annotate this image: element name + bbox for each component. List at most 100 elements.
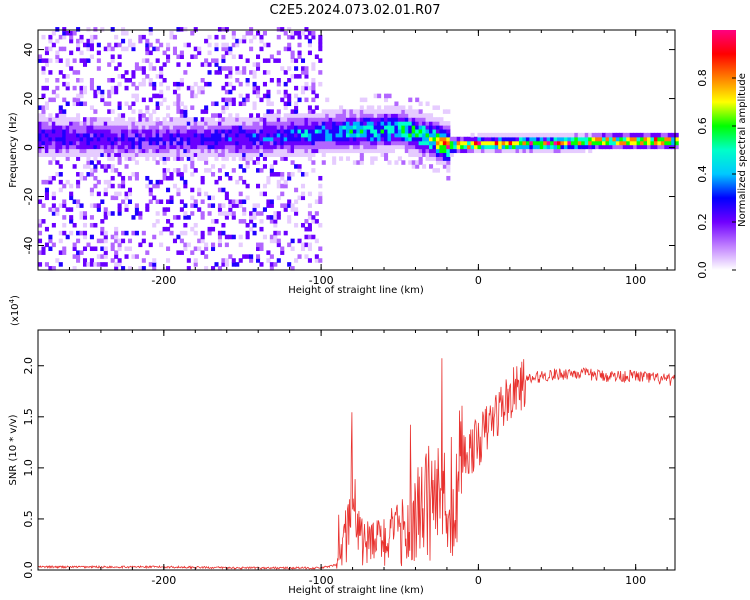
spectrogram-cell — [467, 144, 472, 150]
spectrogram-cell — [103, 164, 108, 169]
spectrogram-cell — [200, 140, 205, 146]
spectrogram-cell — [280, 152, 285, 157]
spectrogram-cell — [204, 148, 209, 154]
spectrogram-cell — [626, 132, 631, 138]
spectrogram-cell — [294, 152, 299, 157]
spectrogram-cell — [166, 136, 171, 142]
spectrogram-cell — [107, 46, 112, 52]
spectrogram-cell — [411, 136, 416, 142]
spectrogram-cell — [204, 128, 209, 134]
spectrogram-cell — [231, 258, 236, 263]
spectrogram-cell — [76, 250, 81, 255]
spectrogram-cell — [38, 105, 43, 110]
spectrogram-cell — [356, 144, 361, 150]
spectrogram-cell — [217, 148, 222, 154]
spectrogram-cell — [231, 30, 236, 36]
spectrogram-cell — [89, 46, 94, 52]
spectrogram-cell — [89, 152, 94, 157]
spectrogram-cell — [159, 136, 164, 142]
spectrogram-cell — [155, 132, 160, 138]
spectrogram-cell — [363, 132, 368, 138]
spectrogram-cell — [93, 262, 98, 267]
spectrogram-cell — [41, 148, 46, 154]
spectrogram-cell — [197, 125, 202, 130]
spectrogram-cell — [363, 117, 368, 122]
spectrogram-cell — [141, 238, 146, 244]
spectrogram-cell — [539, 132, 544, 138]
spectrogram-cell — [266, 117, 271, 122]
spectrogram-cell — [231, 211, 236, 216]
spectrogram-cell — [86, 140, 91, 146]
spectrogram-cell — [539, 140, 544, 146]
spectrogram-cell — [217, 230, 222, 236]
spectrogram-cell — [79, 38, 84, 44]
spectrogram-cell — [231, 152, 236, 157]
spectrogram-cell — [525, 148, 530, 154]
spectrogram-cell — [235, 152, 240, 157]
spectrogram-cell — [432, 140, 437, 146]
snr-y-tick-label: 1.0 — [22, 459, 35, 477]
spectrogram-cell — [300, 222, 306, 228]
spectrogram-cell — [356, 148, 361, 154]
spectrogram-cell — [581, 132, 586, 138]
spectrogram-cell — [259, 132, 264, 138]
spectrogram-cell — [207, 50, 212, 56]
spectrogram-cell — [245, 93, 250, 99]
spectrogram-cell — [134, 148, 139, 154]
spectrogram-cell — [155, 46, 160, 52]
spectrogram-cell — [429, 117, 434, 122]
spectrogram-cell — [283, 152, 288, 157]
spectrogram-cell — [577, 132, 582, 138]
spectrogram-cell — [82, 58, 88, 63]
spectrogram-cell — [536, 144, 541, 150]
spectrogram-cell — [107, 152, 112, 157]
spectrogram-cell — [62, 148, 67, 154]
spectrogram-cell — [211, 246, 216, 252]
spectrogram-cell — [183, 70, 188, 75]
spectrogram-cell — [536, 140, 541, 146]
spectrogram-cell — [117, 172, 122, 177]
spectrogram-cell — [176, 81, 181, 87]
spectrogram-cell — [114, 132, 119, 138]
spectrogram-cell — [435, 144, 440, 150]
spectrogram-cell — [380, 125, 385, 130]
spectrogram-cell — [297, 195, 302, 201]
spectrogram-cell — [214, 70, 219, 75]
spectrogram-cell — [186, 215, 191, 220]
spectrogram-cell — [252, 125, 257, 130]
spectrogram-cell — [245, 128, 250, 134]
spectrogram-cell — [418, 132, 423, 138]
spectrogram-cell — [636, 140, 641, 146]
snr-x-tick-label: -100 — [309, 574, 334, 587]
spectrogram-cell — [300, 113, 306, 118]
spectrogram-cell — [370, 121, 375, 126]
spectrogram-cell — [242, 136, 247, 142]
spectrogram-cell — [415, 164, 420, 169]
spectrogram-cell — [55, 85, 60, 91]
spectrogram-cell — [89, 148, 94, 154]
spectrogram-cell — [418, 152, 423, 157]
spectrogram-cell — [484, 144, 489, 150]
spectrogram-cell — [321, 117, 326, 122]
spectrogram-cell — [245, 30, 250, 36]
spectrogram-cell — [155, 105, 160, 110]
spectrogram-cell — [44, 191, 49, 197]
spectrogram-cell — [55, 144, 60, 150]
spectrogram-cell — [207, 136, 212, 142]
spectrogram-cell — [186, 85, 191, 91]
spectrogram-cell — [304, 81, 309, 87]
spectrogram-cell — [166, 219, 171, 224]
spectrogram-cell — [231, 97, 236, 103]
spectrogram-cell — [148, 81, 153, 87]
snr-series-line — [37, 358, 676, 570]
spectrogram-cell — [380, 109, 385, 114]
spectrogram-cell — [422, 144, 427, 150]
spectrogram-cell — [249, 148, 254, 154]
spectrogram-cell — [588, 132, 593, 138]
spectrogram-cell — [107, 93, 112, 99]
spectrogram-cell — [89, 132, 94, 138]
spectrogram-cell — [62, 27, 67, 32]
spectrogram-cell — [321, 136, 326, 142]
spectrogram-cell — [256, 121, 261, 126]
spectrogram-cell — [512, 136, 517, 142]
